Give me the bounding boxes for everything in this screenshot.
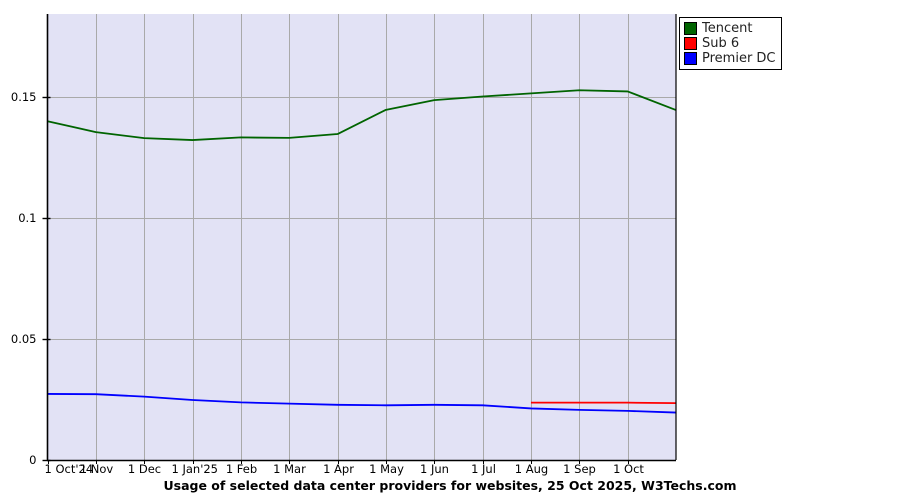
x-axis-tick-label: 1 Jan'25 [171,462,219,476]
x-axis-tick-label: 1 Feb [225,462,258,476]
x-axis-tick-label: 1 Mar [273,462,306,476]
x-axis-tick-label: 1 May [369,462,404,476]
y-axis-tick-label: 0 [29,452,37,467]
legend-swatch-tencent [684,22,697,35]
y-axis-tick-label: 0.05 [10,331,37,346]
legend-item-sub-6[interactable]: Sub 6 [684,36,776,51]
x-axis-tick-label: 1 Aug [514,462,549,476]
x-axis-tick-label: 1 Apr [323,462,354,476]
x-axis-tick-label: 1 Oct'24 [44,462,94,476]
legend-swatch-sub-6 [684,37,697,50]
legend-label-tencent: Tencent [702,21,753,36]
vertical-gridlines [96,14,629,460]
legend-label-premier-dc: Premier DC [702,51,776,66]
x-axis-tick-label: 1 Jul [471,462,496,476]
x-axis-tick-label: 1 Jun [420,462,449,476]
x-axis-tick-label: 1 Sep [563,462,596,476]
y-axis-tick-label: 0.15 [10,89,37,104]
series-line-tencent [47,89,677,141]
series-lines [47,89,677,414]
y-axis-tick-label: 0.1 [18,210,37,225]
y-axis-tick-marks [42,96,51,462]
x-axis-tick-marks [48,460,629,464]
chart-legend: Tencent Sub 6 Premier DC [679,17,782,70]
legend-label-sub-6: Sub 6 [702,36,740,51]
x-axis-tick-label: 1 Nov [79,462,114,476]
legend-item-tencent[interactable]: Tencent [684,21,776,36]
horizontal-gridlines [47,97,676,340]
legend-item-premier-dc[interactable]: Premier DC [684,51,776,66]
legend-swatch-premier-dc [684,52,697,65]
series-line-premier-dc [47,393,677,414]
plot-background [47,14,676,460]
x-axis-tick-label: 1 Dec [127,462,162,476]
x-axis-tick-label: 1 Oct [613,462,644,476]
chart-caption: Usage of selected data center providers … [163,478,737,493]
